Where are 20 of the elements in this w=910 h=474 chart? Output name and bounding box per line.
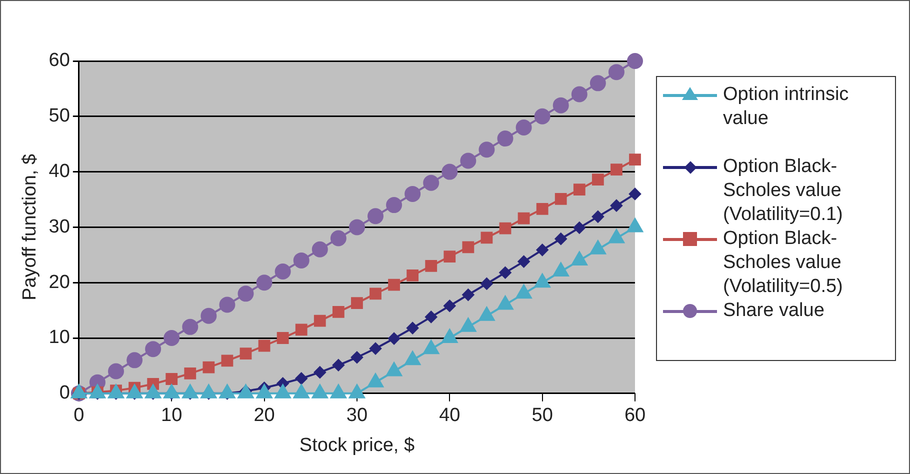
legend-label: Option intrinsic value bbox=[723, 83, 850, 131]
y-tick-label: 0 bbox=[59, 382, 70, 404]
y-tick-label: 20 bbox=[48, 272, 70, 293]
legend-label: Option Black-Scholes value (Volatility=0.1) bbox=[723, 155, 844, 227]
y-tick-label: 10 bbox=[48, 327, 70, 348]
x-tick-label: 10 bbox=[161, 405, 182, 426]
x-tick-label: 50 bbox=[532, 405, 553, 426]
y-tick-label: 50 bbox=[48, 106, 70, 127]
x-tick-label: 40 bbox=[439, 405, 460, 426]
y-axis-title: Payoff function, $ bbox=[20, 154, 41, 300]
legend-label: Option Black-Scholes value (Volatility=0.5) bbox=[723, 227, 844, 299]
x-tick-label: 20 bbox=[254, 405, 275, 426]
x-tick-label: 60 bbox=[624, 405, 646, 426]
x-tick-label: 30 bbox=[346, 405, 368, 426]
y-tick-label: 60 bbox=[48, 50, 70, 72]
x-tick-label: 0 bbox=[74, 405, 84, 426]
legend-label: Share value bbox=[723, 299, 826, 323]
y-tick-label: 30 bbox=[48, 216, 70, 238]
y-tick-label: 40 bbox=[48, 161, 70, 182]
x-axis-title: Stock price, $ bbox=[299, 434, 415, 456]
